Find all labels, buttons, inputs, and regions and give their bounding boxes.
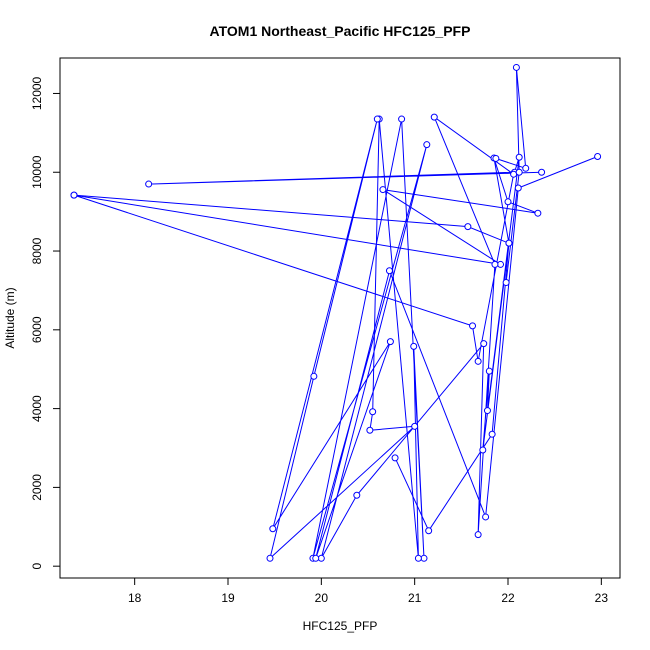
series-points: [70, 63, 602, 562]
data-point: [504, 198, 512, 206]
data-point: [514, 184, 522, 192]
y-tick-label: 4000: [30, 395, 44, 422]
data-point: [410, 342, 418, 350]
data-point: [430, 113, 438, 121]
data-point: [369, 408, 377, 416]
y-tick-label: 0: [30, 563, 44, 570]
x-tick-label: 19: [221, 591, 235, 605]
data-point: [538, 168, 546, 176]
y-axis: 0 2000 4000 6000 8000 10000 12000: [30, 76, 61, 570]
x-tick-label: 22: [501, 591, 515, 605]
data-point: [483, 407, 491, 415]
y-tick-label: 6000: [30, 316, 44, 343]
data-point: [425, 527, 433, 535]
data-point: [423, 141, 431, 149]
data-point: [491, 260, 499, 268]
data-point: [502, 279, 510, 287]
data-point: [398, 115, 406, 123]
data-point: [512, 63, 520, 71]
chart-title: ATOM1 Northeast_Pacific HFC125_PFP: [210, 23, 471, 39]
series-line: [73, 194, 510, 532]
y-tick-label: 2000: [30, 474, 44, 501]
x-tick-label: 21: [408, 591, 422, 605]
data-point: [386, 338, 394, 346]
data-point: [385, 267, 393, 275]
x-tick-label: 23: [595, 591, 609, 605]
data-point: [522, 164, 530, 172]
data-point: [474, 357, 482, 365]
data-point: [469, 322, 477, 330]
data-point: [379, 186, 387, 194]
data-point: [492, 154, 500, 162]
data-point: [474, 531, 482, 539]
y-tick-label: 12000: [30, 76, 44, 110]
data-point: [534, 209, 542, 217]
series-line: [73, 115, 598, 560]
x-tick-label: 18: [128, 591, 142, 605]
data-point: [414, 554, 422, 562]
data-point: [373, 115, 381, 123]
y-tick-label: 8000: [30, 237, 44, 264]
data-point: [515, 168, 523, 176]
x-axis: 18 19 20 21 22 23: [128, 577, 609, 605]
data-point: [482, 513, 490, 521]
series-lines: [73, 67, 598, 560]
data-point: [266, 554, 274, 562]
data-point: [366, 426, 374, 434]
x-tick-label: 20: [315, 591, 329, 605]
data-point: [510, 170, 518, 178]
data-point: [269, 525, 277, 533]
x-axis-label: HFC125_PFP: [303, 619, 378, 633]
data-point: [70, 191, 78, 199]
data-point: [464, 223, 472, 231]
y-axis-label: Altitude (m): [3, 287, 17, 348]
data-point: [353, 491, 361, 499]
data-point: [145, 180, 153, 188]
data-point: [515, 153, 523, 161]
data-point: [312, 554, 320, 562]
data-point: [310, 372, 318, 380]
plot-area-frame: [59, 57, 621, 579]
data-point: [391, 454, 399, 462]
data-point: [411, 422, 419, 430]
data-point: [480, 340, 488, 348]
data-point: [485, 367, 493, 375]
data-point: [594, 152, 602, 160]
data-point: [488, 430, 496, 438]
data-point: [479, 446, 487, 454]
data-point: [505, 239, 513, 247]
y-tick-label: 10000: [30, 155, 44, 189]
